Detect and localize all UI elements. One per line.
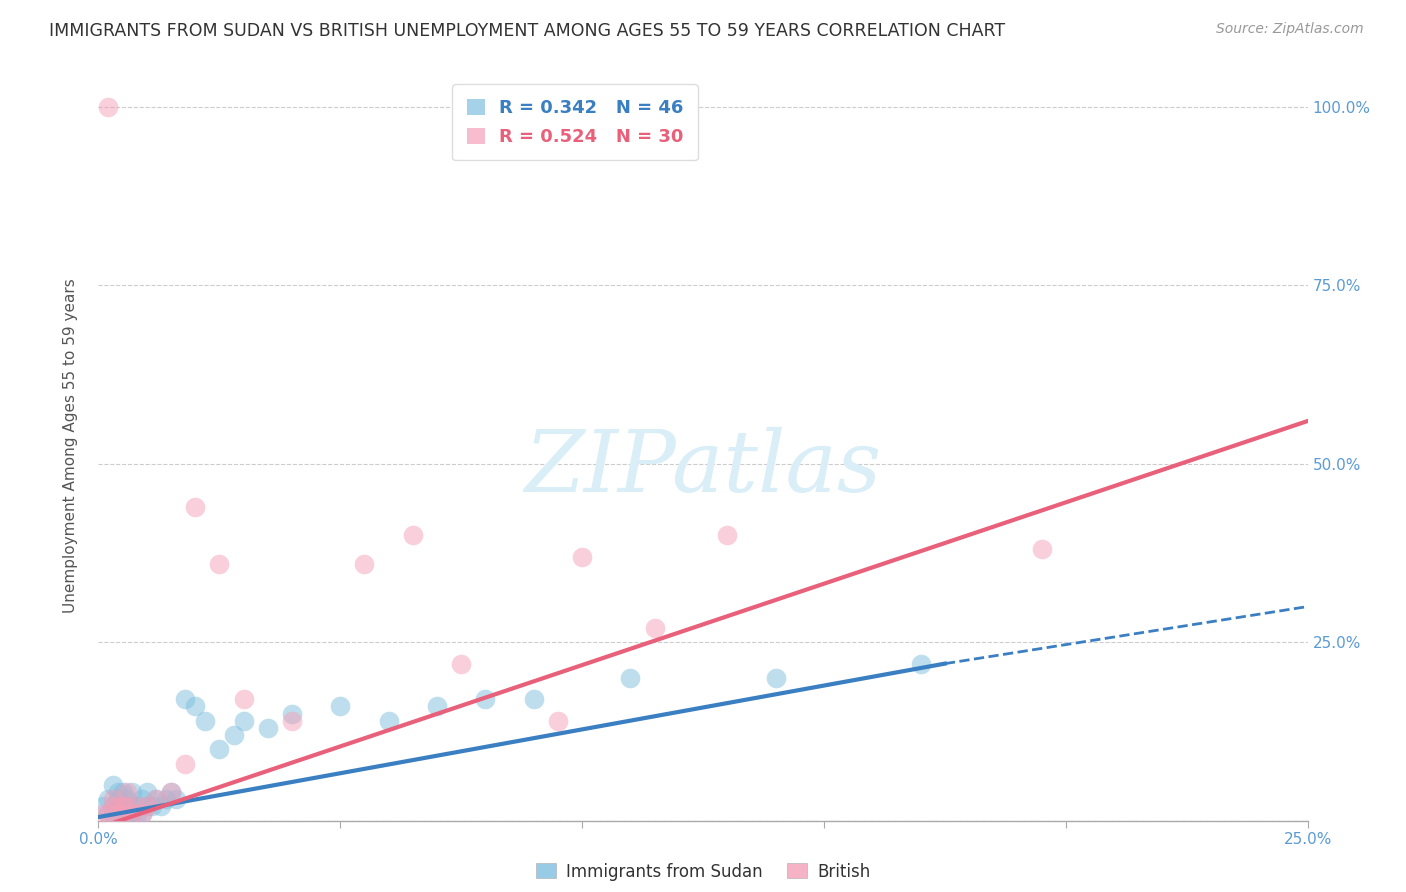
Point bbox=[127, 799, 149, 814]
Point bbox=[121, 799, 143, 814]
Point bbox=[131, 806, 153, 821]
Point bbox=[117, 785, 139, 799]
Point bbox=[107, 806, 129, 821]
Point bbox=[547, 714, 569, 728]
Point bbox=[121, 806, 143, 821]
Point bbox=[523, 692, 546, 706]
Point bbox=[101, 792, 124, 806]
Point bbox=[101, 799, 124, 814]
Point bbox=[184, 699, 207, 714]
Point bbox=[402, 528, 425, 542]
Point bbox=[117, 799, 139, 814]
Point bbox=[135, 799, 157, 814]
Point bbox=[155, 792, 177, 806]
Text: Source: ZipAtlas.com: Source: ZipAtlas.com bbox=[1216, 22, 1364, 37]
Point bbox=[194, 714, 217, 728]
Point bbox=[150, 799, 173, 814]
Y-axis label: Unemployment Among Ages 55 to 59 years: Unemployment Among Ages 55 to 59 years bbox=[63, 278, 77, 614]
Legend: Immigrants from Sudan, British: Immigrants from Sudan, British bbox=[529, 856, 877, 888]
Point bbox=[208, 557, 231, 571]
Point bbox=[111, 799, 134, 814]
Point bbox=[474, 692, 496, 706]
Point bbox=[97, 792, 120, 806]
Point bbox=[281, 706, 304, 721]
Point bbox=[117, 792, 139, 806]
Point bbox=[91, 806, 114, 821]
Point bbox=[111, 785, 134, 799]
Text: IMMIGRANTS FROM SUDAN VS BRITISH UNEMPLOYMENT AMONG AGES 55 TO 59 YEARS CORRELAT: IMMIGRANTS FROM SUDAN VS BRITISH UNEMPLO… bbox=[49, 22, 1005, 40]
Text: ZIPatlas: ZIPatlas bbox=[524, 427, 882, 510]
Point bbox=[716, 528, 738, 542]
Point bbox=[121, 785, 143, 799]
Point bbox=[111, 806, 134, 821]
Point bbox=[101, 778, 124, 792]
Point bbox=[145, 792, 167, 806]
Point bbox=[160, 785, 183, 799]
Point bbox=[127, 806, 149, 821]
Point bbox=[450, 657, 472, 671]
Point bbox=[184, 500, 207, 514]
Point bbox=[232, 714, 254, 728]
Point bbox=[97, 100, 120, 114]
Point bbox=[107, 799, 129, 814]
Point bbox=[131, 792, 153, 806]
Point bbox=[135, 799, 157, 814]
Point bbox=[141, 799, 163, 814]
Point bbox=[131, 806, 153, 821]
Point bbox=[117, 806, 139, 821]
Point bbox=[232, 692, 254, 706]
Point bbox=[174, 756, 197, 771]
Point bbox=[910, 657, 932, 671]
Point bbox=[174, 692, 197, 706]
Point bbox=[145, 792, 167, 806]
Point bbox=[97, 806, 120, 821]
Point bbox=[571, 549, 593, 564]
Point bbox=[222, 728, 245, 742]
Point bbox=[135, 785, 157, 799]
Point bbox=[101, 799, 124, 814]
Point bbox=[426, 699, 449, 714]
Point bbox=[165, 792, 187, 806]
Point bbox=[329, 699, 352, 714]
Point bbox=[353, 557, 375, 571]
Point bbox=[107, 785, 129, 799]
Point bbox=[121, 806, 143, 821]
Point bbox=[97, 806, 120, 821]
Point bbox=[107, 792, 129, 806]
Point bbox=[101, 806, 124, 821]
Point bbox=[117, 799, 139, 814]
Point bbox=[1031, 542, 1053, 557]
Point bbox=[281, 714, 304, 728]
Point bbox=[619, 671, 641, 685]
Point bbox=[91, 799, 114, 814]
Point bbox=[644, 621, 666, 635]
Point bbox=[377, 714, 399, 728]
Point bbox=[127, 799, 149, 814]
Point bbox=[765, 671, 787, 685]
Point bbox=[160, 785, 183, 799]
Point bbox=[111, 806, 134, 821]
Point bbox=[111, 799, 134, 814]
Point bbox=[256, 721, 278, 735]
Point bbox=[107, 799, 129, 814]
Point bbox=[208, 742, 231, 756]
